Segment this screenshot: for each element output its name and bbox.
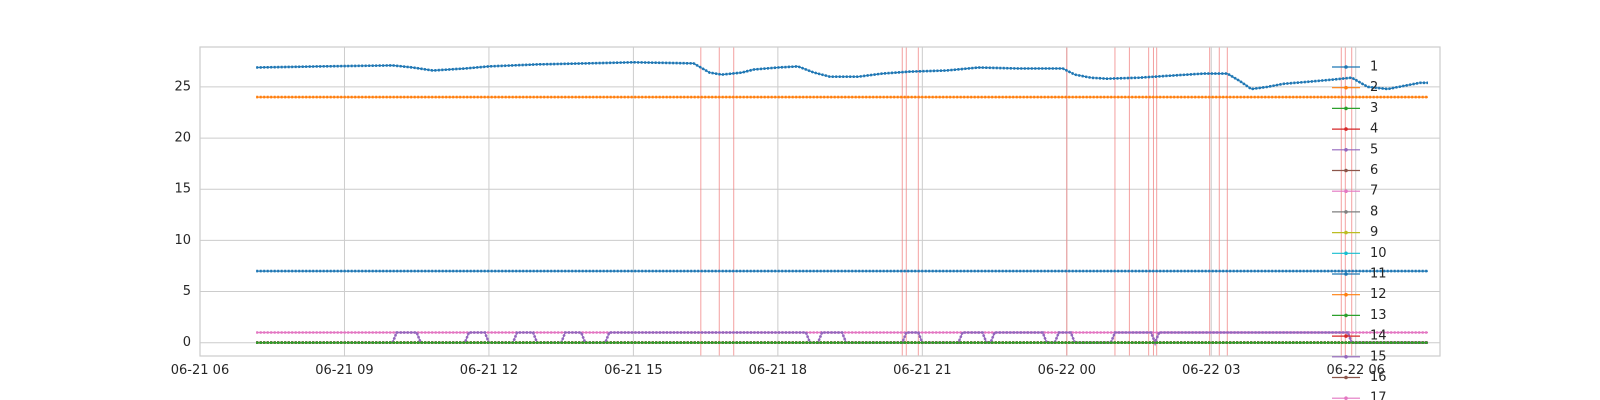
legend-label: 2 xyxy=(1370,80,1378,95)
legend-item-7: 7 xyxy=(1332,184,1378,199)
x-tick-label: 06-22 06 xyxy=(1327,363,1385,378)
legend-label: 4 xyxy=(1370,122,1378,137)
legend-marker xyxy=(1344,189,1348,193)
legend-marker xyxy=(1344,292,1348,297)
legend-marker xyxy=(1344,85,1348,90)
y-tick-label: 25 xyxy=(174,79,191,94)
legend-marker xyxy=(1344,334,1348,338)
plot-area-background xyxy=(200,47,1440,356)
y-tick-label: 20 xyxy=(174,131,191,146)
x-axis-ticks: 06-21 06 06-21 09 06-21 12 06-21 15 06-21 18… xyxy=(171,363,1385,378)
legend-item-10: 10 xyxy=(1332,246,1387,261)
legend-item-11: 11 xyxy=(1332,267,1387,282)
legend-marker xyxy=(1344,355,1348,359)
legend-label: 10 xyxy=(1370,246,1387,261)
legend-marker xyxy=(1344,127,1348,131)
y-tick-label: 10 xyxy=(174,233,191,248)
y-axis-ticks: 0 5 10 15 20 25 xyxy=(174,79,191,350)
y-tick-label: 5 xyxy=(183,284,191,299)
legend-label: 9 xyxy=(1370,225,1378,240)
legend-item-6: 6 xyxy=(1332,163,1378,178)
legend-item-4: 4 xyxy=(1332,122,1378,137)
y-tick-label: 0 xyxy=(183,335,191,350)
legend-label: 1 xyxy=(1370,60,1378,75)
series-lines xyxy=(256,60,1428,347)
legend-item-14: 14 xyxy=(1332,329,1387,344)
legend-marker xyxy=(1344,251,1348,256)
legend-marker xyxy=(1344,396,1348,400)
legend-marker xyxy=(1344,210,1348,214)
legend-marker xyxy=(1344,106,1348,111)
plot-area-frame xyxy=(199,46,1441,357)
x-tick-label: 06-22 00 xyxy=(1038,363,1096,378)
legend-marker xyxy=(1344,230,1348,235)
legend-item-8: 8 xyxy=(1332,204,1378,219)
legend-label: 3 xyxy=(1370,101,1378,116)
x-tick-label: 06-21 12 xyxy=(460,363,518,378)
legend-label: 12 xyxy=(1370,287,1387,302)
legend-label: 13 xyxy=(1370,308,1387,323)
legend-label: 16 xyxy=(1370,370,1387,385)
x-tick-label: 06-21 18 xyxy=(749,363,807,378)
legend-item-13: 13 xyxy=(1332,308,1387,323)
legend-label: 8 xyxy=(1370,204,1378,219)
legend-item-2: 2 xyxy=(1332,80,1378,95)
legend-item-3: 3 xyxy=(1332,101,1378,116)
legend-item-15: 15 xyxy=(1332,349,1387,364)
legend-marker xyxy=(1344,272,1348,276)
legend-label: 11 xyxy=(1370,267,1387,282)
x-tick-label: 06-22 03 xyxy=(1182,363,1240,378)
legend-item-16: 16 xyxy=(1332,370,1387,385)
series-line xyxy=(256,61,1428,90)
legend-item-17: 17 xyxy=(1332,391,1387,400)
legend-marker xyxy=(1344,313,1348,318)
legend-label: 17 xyxy=(1370,391,1387,400)
legend-label: 5 xyxy=(1370,142,1378,157)
legend-label: 15 xyxy=(1370,349,1387,364)
legend-item-9: 9 xyxy=(1332,225,1378,240)
legend-marker xyxy=(1344,148,1348,152)
series-1 xyxy=(256,60,1428,91)
y-tick-label: 15 xyxy=(174,182,191,197)
x-tick-label: 06-21 09 xyxy=(315,363,373,378)
event-lines xyxy=(700,47,1353,356)
legend-label: 7 xyxy=(1370,184,1378,199)
legend-label: 14 xyxy=(1370,329,1387,344)
legend-item-12: 12 xyxy=(1332,287,1387,302)
x-tick-label: 06-21 21 xyxy=(893,363,951,378)
legend-item-1: 1 xyxy=(1332,60,1378,75)
legend-label: 6 xyxy=(1370,163,1378,178)
legend-marker xyxy=(1344,65,1348,69)
legend-item-5: 5 xyxy=(1332,142,1378,157)
legend-marker xyxy=(1344,375,1348,380)
legend-marker xyxy=(1344,168,1348,173)
x-tick-label: 06-21 06 xyxy=(171,363,229,378)
x-tick-label: 06-21 15 xyxy=(604,363,662,378)
